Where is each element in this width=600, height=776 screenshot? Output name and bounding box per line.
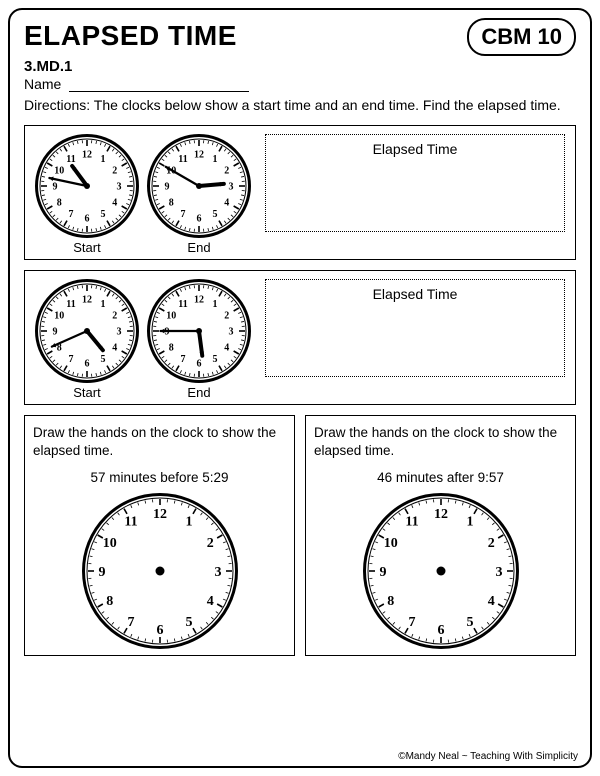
svg-text:9: 9 [165, 181, 170, 192]
svg-text:4: 4 [224, 342, 229, 353]
svg-text:8: 8 [169, 342, 174, 353]
svg-text:7: 7 [408, 615, 415, 630]
svg-text:5: 5 [466, 615, 473, 630]
clock-p1-end: 123456789101112 [147, 134, 251, 238]
end-label: End [147, 385, 251, 400]
svg-text:8: 8 [106, 594, 113, 609]
svg-text:5: 5 [101, 209, 106, 220]
svg-text:10: 10 [166, 310, 176, 321]
svg-text:9: 9 [53, 326, 58, 337]
svg-text:12: 12 [82, 149, 92, 160]
svg-text:10: 10 [54, 165, 64, 176]
svg-text:12: 12 [82, 294, 92, 305]
svg-text:3: 3 [117, 326, 122, 337]
svg-text:5: 5 [101, 354, 106, 365]
svg-text:3: 3 [117, 181, 122, 192]
clock-draw-2[interactable]: 123456789101112 [363, 493, 519, 649]
svg-text:12: 12 [434, 507, 448, 522]
svg-text:2: 2 [224, 165, 229, 176]
svg-text:11: 11 [405, 515, 418, 530]
svg-text:6: 6 [85, 358, 90, 369]
end-label: End [147, 240, 251, 255]
svg-text:10: 10 [54, 310, 64, 321]
svg-text:3: 3 [229, 326, 234, 337]
svg-text:5: 5 [185, 615, 192, 630]
draw-prompt: Draw the hands on the clock to show the … [33, 424, 286, 460]
answer-box-2[interactable]: Elapsed Time [265, 279, 565, 377]
draw-spec-1: 57 minutes before 5:29 [33, 470, 286, 485]
problem-1: 123456789101112 Start 123456789101112 En… [24, 125, 576, 260]
svg-text:11: 11 [66, 154, 75, 165]
draw-box-2: Draw the hands on the clock to show the … [305, 415, 576, 656]
svg-text:8: 8 [387, 594, 394, 609]
start-label: Start [35, 240, 139, 255]
svg-text:9: 9 [53, 181, 58, 192]
page-title: ELAPSED TIME [24, 20, 237, 52]
start-label: Start [35, 385, 139, 400]
svg-text:2: 2 [112, 165, 117, 176]
svg-text:4: 4 [112, 197, 117, 208]
svg-text:5: 5 [213, 354, 218, 365]
svg-text:11: 11 [178, 154, 187, 165]
svg-text:4: 4 [206, 594, 213, 609]
svg-text:12: 12 [194, 294, 204, 305]
elapsed-label: Elapsed Time [373, 286, 458, 302]
svg-text:7: 7 [127, 615, 134, 630]
clock-p1-start: 123456789101112 [35, 134, 139, 238]
draw-prompt: Draw the hands on the clock to show the … [314, 424, 567, 460]
svg-text:8: 8 [57, 197, 62, 208]
svg-text:3: 3 [214, 565, 221, 580]
svg-text:4: 4 [487, 594, 494, 609]
svg-text:8: 8 [169, 197, 174, 208]
svg-text:6: 6 [197, 213, 202, 224]
svg-text:1: 1 [213, 299, 218, 310]
svg-text:11: 11 [66, 299, 75, 310]
footer-credit: ©Mandy Neal ~ Teaching With Simplicity [398, 751, 578, 762]
svg-text:2: 2 [112, 310, 117, 321]
answer-box-1[interactable]: Elapsed Time [265, 134, 565, 232]
svg-text:2: 2 [224, 310, 229, 321]
svg-text:4: 4 [224, 197, 229, 208]
svg-text:6: 6 [156, 623, 163, 638]
svg-text:5: 5 [213, 209, 218, 220]
svg-text:2: 2 [206, 536, 213, 551]
svg-text:11: 11 [124, 515, 137, 530]
svg-text:6: 6 [85, 213, 90, 224]
svg-text:1: 1 [101, 299, 106, 310]
svg-text:7: 7 [181, 209, 186, 220]
clock-p2-start: 123456789101112 [35, 279, 139, 383]
svg-text:1: 1 [101, 154, 106, 165]
svg-text:10: 10 [383, 536, 397, 551]
svg-text:7: 7 [69, 354, 74, 365]
svg-text:7: 7 [181, 354, 186, 365]
draw-spec-2: 46 minutes after 9:57 [314, 470, 567, 485]
svg-text:3: 3 [229, 181, 234, 192]
svg-text:1: 1 [185, 515, 192, 530]
draw-box-1: Draw the hands on the clock to show the … [24, 415, 295, 656]
directions-text: Directions: The clocks below show a star… [24, 96, 576, 115]
svg-text:9: 9 [98, 565, 105, 580]
svg-text:7: 7 [69, 209, 74, 220]
svg-text:1: 1 [213, 154, 218, 165]
name-label: Name [24, 76, 61, 92]
cbm-badge: CBM 10 [467, 18, 576, 56]
name-input-line[interactable] [69, 91, 249, 92]
svg-text:6: 6 [197, 358, 202, 369]
elapsed-label: Elapsed Time [373, 141, 458, 157]
svg-text:9: 9 [379, 565, 386, 580]
svg-text:6: 6 [437, 623, 444, 638]
svg-text:12: 12 [194, 149, 204, 160]
svg-text:11: 11 [178, 299, 187, 310]
svg-text:12: 12 [153, 507, 167, 522]
svg-text:10: 10 [102, 536, 116, 551]
svg-text:2: 2 [487, 536, 494, 551]
standard-code: 3.MD.1 [24, 58, 576, 75]
clock-p2-end: 123456789101112 [147, 279, 251, 383]
problem-2: 123456789101112 Start 123456789101112 En… [24, 270, 576, 405]
clock-draw-1[interactable]: 123456789101112 [82, 493, 238, 649]
svg-text:1: 1 [466, 515, 473, 530]
svg-text:3: 3 [495, 565, 502, 580]
svg-text:4: 4 [112, 342, 117, 353]
